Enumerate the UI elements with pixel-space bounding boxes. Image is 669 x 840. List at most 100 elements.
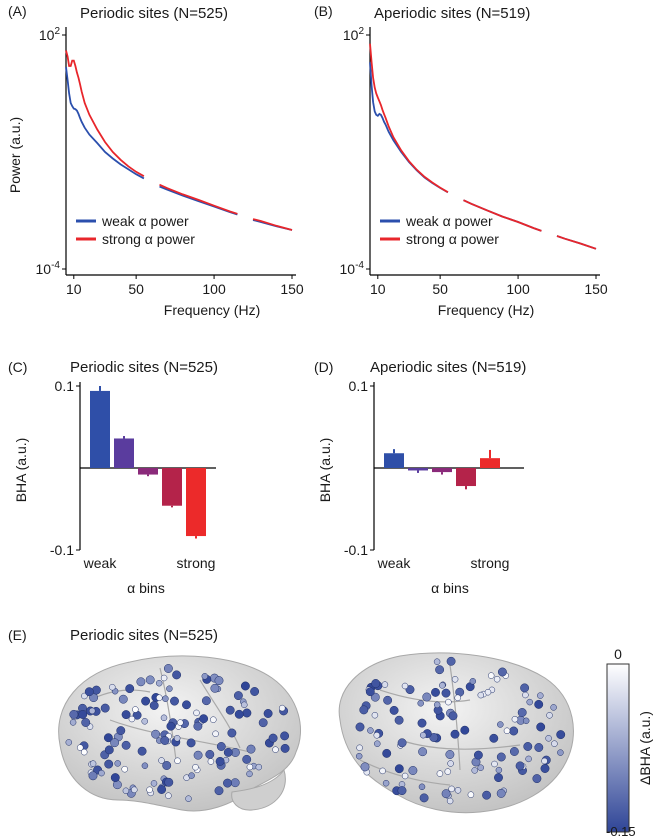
x-tick-label: 50	[128, 281, 144, 297]
electrode-site	[401, 772, 409, 780]
electrode-site	[210, 716, 217, 723]
panel-label-e: (E)	[8, 627, 27, 643]
electrode-site	[371, 711, 379, 719]
electrode-site	[551, 740, 558, 747]
electrode-site	[370, 692, 380, 702]
electrode-site	[165, 792, 172, 799]
panel-b: (B) Aperiodic sites (N=519) Frequency (H…	[314, 3, 608, 318]
x-tick-label: strong	[471, 555, 510, 571]
electrode-site	[104, 759, 114, 769]
electrode-site	[429, 733, 439, 742]
electrode-site	[230, 778, 240, 788]
electrode-site	[234, 709, 244, 719]
electrode-site	[157, 785, 167, 794]
electrode-site	[355, 752, 363, 760]
electrode-site	[81, 718, 91, 727]
electrode-site	[155, 679, 163, 687]
electrode-site	[441, 688, 451, 698]
electrode-site	[182, 700, 191, 710]
electrode-site	[201, 673, 209, 680]
electrode-site	[109, 683, 116, 691]
electrode-site	[373, 732, 381, 739]
electrode-site	[225, 705, 235, 715]
electrode-site	[255, 763, 263, 771]
bar	[186, 468, 206, 537]
electrode-site	[545, 735, 552, 742]
y-tick-label: 102	[343, 26, 365, 43]
electrode-site	[517, 708, 527, 717]
panel-label-d: (D)	[314, 359, 333, 375]
electrode-site	[356, 744, 363, 752]
electrode-site	[65, 739, 73, 746]
electrode-site	[69, 719, 77, 726]
electrode-site	[496, 788, 506, 798]
bar	[456, 468, 476, 487]
bar	[138, 468, 158, 475]
electrode-site	[454, 787, 462, 794]
electrode-site	[246, 744, 256, 754]
colorbar-label: ΔBHA (a.u.)	[637, 711, 653, 785]
electrode-site	[448, 785, 455, 793]
electrode-site	[557, 749, 564, 756]
legend-label: weak α power	[405, 213, 493, 229]
panel-c-xlabel: α bins	[127, 580, 165, 596]
electrode-site	[439, 682, 446, 689]
series-line	[369, 62, 449, 194]
electrode-site	[525, 755, 532, 763]
electrode-site	[280, 731, 290, 741]
electrode-site	[435, 665, 445, 675]
series-line	[65, 50, 145, 177]
electrode-site	[80, 748, 88, 756]
panel-d-title: Aperiodic sites (N=519)	[370, 359, 526, 376]
series-line	[369, 43, 449, 193]
electrode-site	[137, 746, 147, 756]
x-tick-label: weak	[83, 555, 118, 571]
electrode-site	[422, 692, 432, 702]
electrode-site	[487, 672, 495, 679]
electrode-site	[536, 722, 546, 732]
electrode-site	[214, 786, 224, 796]
electrode-site	[367, 727, 374, 734]
electrode-site	[212, 730, 219, 738]
electrode-site	[482, 790, 492, 800]
electrode-site	[477, 691, 485, 699]
bar	[384, 453, 404, 468]
bar	[480, 458, 500, 468]
electrode-site	[382, 748, 392, 758]
electrode-site	[493, 675, 501, 683]
legend-label: strong α power	[102, 231, 195, 247]
electrode-site	[149, 701, 159, 710]
electrode-site	[156, 694, 163, 701]
electrode-site	[360, 762, 370, 772]
colorbar-tick-bottom: -0.15	[606, 824, 636, 839]
electrode-site	[158, 757, 165, 764]
electrode-site	[246, 770, 253, 778]
electrode-site	[454, 694, 461, 702]
electrode-site	[433, 658, 441, 665]
electrode-site	[136, 677, 146, 687]
electrode-site	[162, 761, 172, 770]
electrode-site	[88, 707, 96, 715]
y-tick-label: 102	[39, 26, 61, 43]
electrode-site	[250, 687, 260, 696]
electrode-site	[227, 728, 237, 738]
electrode-site	[164, 777, 174, 787]
x-tick-label: weak	[377, 555, 412, 571]
electrode-site	[540, 764, 550, 773]
electrode-site	[532, 774, 542, 784]
electrode-site	[394, 715, 404, 725]
series-line	[159, 183, 238, 215]
electrode-site	[177, 719, 184, 726]
electrode-site	[242, 754, 252, 764]
electrode-site	[467, 791, 475, 798]
electrode-site	[280, 743, 290, 753]
electrode-site	[451, 676, 459, 683]
electrode-site	[141, 718, 148, 725]
electrode-site	[141, 696, 151, 706]
electrode-site	[408, 766, 418, 775]
electrode-site	[132, 706, 139, 713]
electrode-site	[272, 746, 279, 753]
electrode-site	[110, 773, 120, 783]
electrode-site	[141, 762, 149, 769]
electrode-site	[522, 691, 529, 699]
